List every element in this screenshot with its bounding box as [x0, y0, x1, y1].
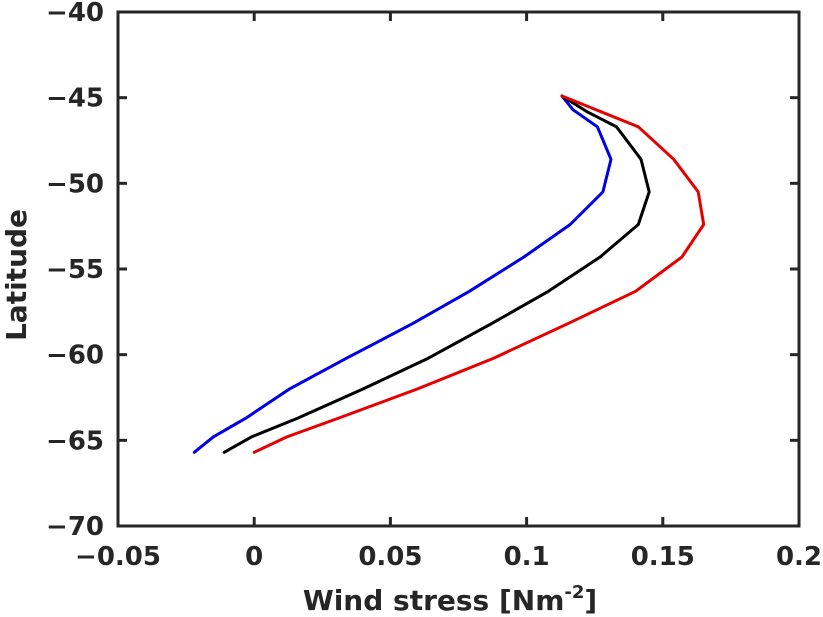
- x-tick-label: −0.05: [75, 542, 161, 572]
- y-tick-label: −55: [46, 255, 104, 285]
- x-tick-label: 0: [245, 542, 263, 572]
- series-line-3: [252, 94, 706, 454]
- series-line-1: [192, 94, 613, 454]
- series-layer: [192, 94, 706, 454]
- series-line-2: [222, 94, 651, 454]
- x-tick-label: 0.05: [358, 542, 422, 572]
- y-tick-label: −50: [46, 169, 104, 199]
- x-tick-label: 0.15: [631, 542, 695, 572]
- y-tick-label: −45: [46, 84, 104, 114]
- y-axis-label: Latitude: [0, 209, 33, 341]
- x-axis-label: Wind stress [Nm-2]: [303, 582, 597, 617]
- y-tick-label: −40: [46, 0, 104, 28]
- y-axis: −70 −65 −60 −55 −50 −45 −40: [46, 0, 799, 542]
- x-tick-label: 0.1: [504, 542, 550, 572]
- x-tick-label: 0.2: [776, 542, 822, 572]
- y-tick-label: −70: [46, 512, 104, 542]
- y-tick-label: −60: [46, 341, 104, 371]
- y-tick-label: −65: [46, 426, 104, 456]
- x-axis: −0.05 0 0.05 0.1 0.15 0.2: [75, 12, 822, 572]
- axes-box: [116, 10, 801, 528]
